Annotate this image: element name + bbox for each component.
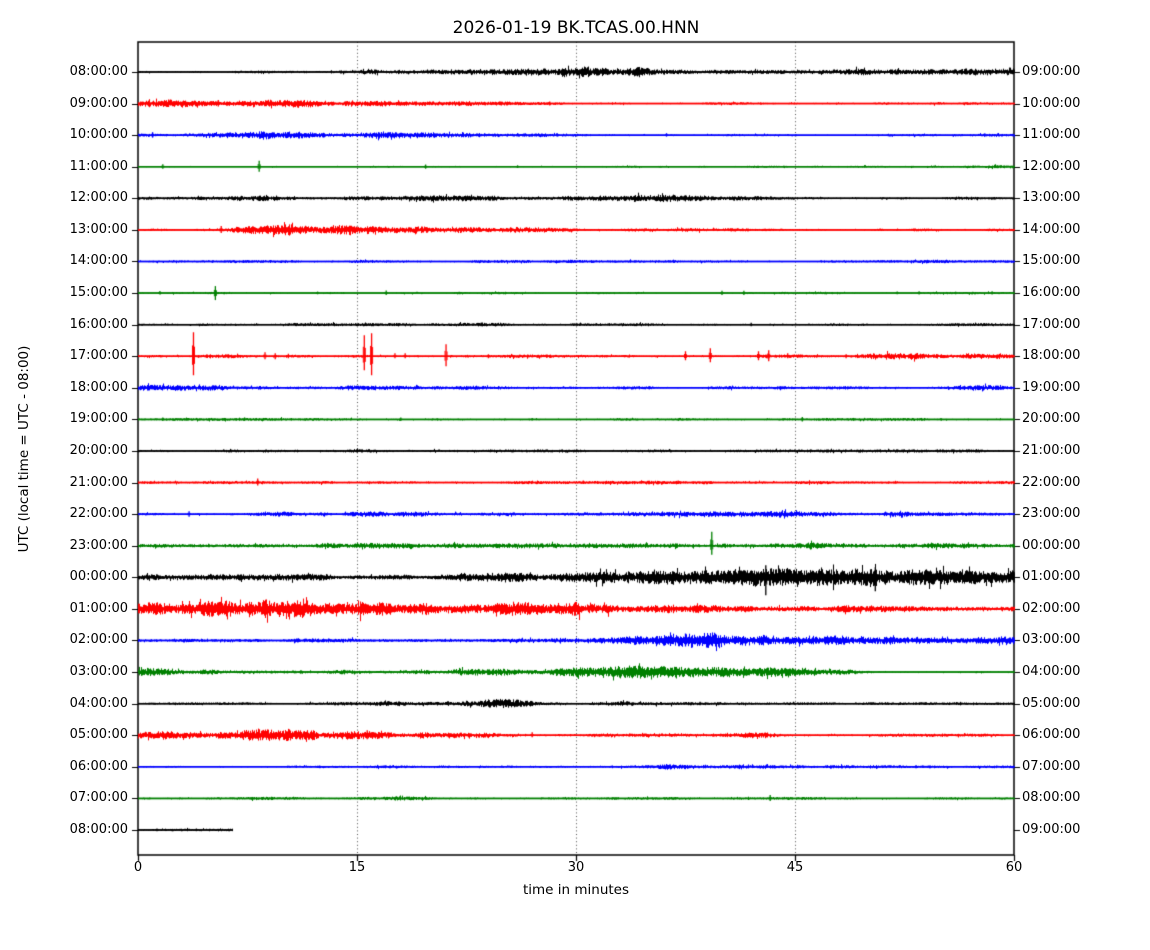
y-tick-label-left: 20:00:00 xyxy=(69,442,128,458)
y-tick-label-left: 03:00:00 xyxy=(69,664,128,680)
y-tick-label-left: 02:00:00 xyxy=(69,632,128,648)
y-tick-label-left: 07:00:00 xyxy=(69,790,128,806)
y-tick-label-right: 03:00:00 xyxy=(1022,632,1081,648)
y-tick-label-right: 02:00:00 xyxy=(1022,600,1081,616)
y-tick-label-right: 19:00:00 xyxy=(1022,379,1081,395)
y-tick-label-left: 01:00:00 xyxy=(69,600,128,616)
y-tick-label-left: 17:00:00 xyxy=(69,348,128,364)
y-tick-label-right: 17:00:00 xyxy=(1022,316,1081,332)
y-tick-label-left: 23:00:00 xyxy=(69,537,128,553)
y-tick-label-right: 20:00:00 xyxy=(1022,411,1081,427)
y-tick-label-left: 00:00:00 xyxy=(69,569,128,585)
y-tick-label-left: 11:00:00 xyxy=(69,158,128,174)
y-tick-label-right: 10:00:00 xyxy=(1022,95,1081,111)
y-tick-label-right: 21:00:00 xyxy=(1022,442,1081,458)
y-tick-label-left: 19:00:00 xyxy=(69,411,128,427)
y-tick-label-right: 08:00:00 xyxy=(1022,790,1081,806)
y-tick-label-right: 04:00:00 xyxy=(1022,664,1081,680)
y-tick-label-right: 18:00:00 xyxy=(1022,348,1081,364)
x-tick-label: 0 xyxy=(133,860,143,875)
x-tick-label: 45 xyxy=(786,860,804,875)
x-tick-label: 15 xyxy=(348,860,366,875)
y-tick-label-right: 23:00:00 xyxy=(1022,506,1081,522)
y-tick-label-right: 11:00:00 xyxy=(1022,127,1081,143)
y-tick-label-right: 14:00:00 xyxy=(1022,221,1081,237)
y-tick-label-left: 09:00:00 xyxy=(69,95,128,111)
plot-title: 2026-01-19 BK.TCAS.00.HNN xyxy=(452,18,700,38)
y-tick-label-left: 08:00:00 xyxy=(69,64,128,79)
y-tick-label-left: 06:00:00 xyxy=(69,758,128,774)
y-tick-label-right: 05:00:00 xyxy=(1022,695,1081,711)
y-tick-label-left: 12:00:00 xyxy=(69,190,128,206)
y-tick-label-right: 07:00:00 xyxy=(1022,758,1081,774)
y-tick-label-right: 09:00:00 xyxy=(1022,821,1081,837)
y-tick-label-left: 18:00:00 xyxy=(69,379,128,395)
y-tick-label-left: 08:00:00 xyxy=(69,821,128,837)
x-tick-label: 30 xyxy=(567,860,585,875)
y-tick-label-right: 16:00:00 xyxy=(1022,285,1081,301)
y-tick-label-right: 06:00:00 xyxy=(1022,727,1081,743)
y-tick-label-left: 16:00:00 xyxy=(69,316,128,332)
y-tick-label-right: 12:00:00 xyxy=(1022,158,1081,174)
y-tick-label-right: 15:00:00 xyxy=(1022,253,1081,269)
x-tick-label: 60 xyxy=(1005,860,1023,875)
x-axis-label: time in minutes xyxy=(522,882,630,898)
y-tick-label-right: 00:00:00 xyxy=(1022,537,1081,553)
y-tick-label-left: 04:00:00 xyxy=(69,695,128,711)
y-tick-label-left: 13:00:00 xyxy=(69,221,128,237)
y-tick-label-right: 01:00:00 xyxy=(1022,569,1081,585)
y-tick-label-left: 15:00:00 xyxy=(69,285,128,301)
y-tick-label-left: 22:00:00 xyxy=(69,506,128,522)
y-tick-label-left: 21:00:00 xyxy=(69,474,128,490)
y-tick-label-right: 13:00:00 xyxy=(1022,190,1081,206)
y-tick-label-left: 10:00:00 xyxy=(69,127,128,143)
y-axis-label: UTC (local time = UTC - 08:00) xyxy=(16,345,32,553)
y-tick-label-left: 05:00:00 xyxy=(69,727,128,743)
y-tick-label-right: 22:00:00 xyxy=(1022,474,1081,490)
y-tick-label-right: 09:00:00 xyxy=(1022,64,1081,79)
y-tick-label-left: 14:00:00 xyxy=(69,253,128,269)
